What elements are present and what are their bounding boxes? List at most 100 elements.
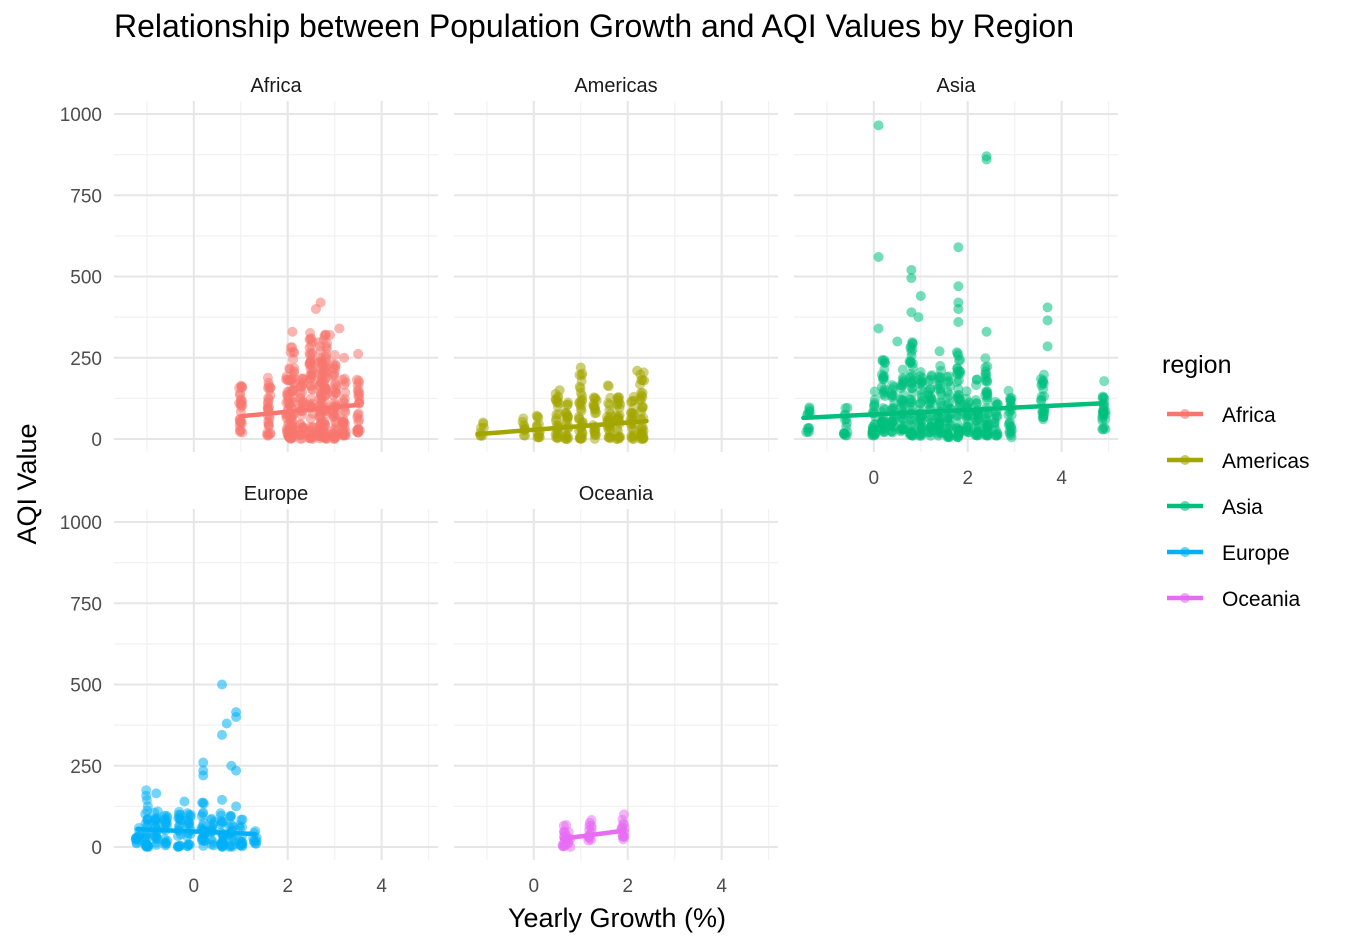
data-point xyxy=(305,381,316,392)
data-point xyxy=(234,426,245,437)
data-point xyxy=(574,413,585,424)
data-point xyxy=(982,386,993,397)
data-point xyxy=(952,377,963,388)
points-africa xyxy=(234,297,365,444)
data-point xyxy=(892,336,903,347)
data-point xyxy=(906,273,917,284)
data-point xyxy=(1038,411,1049,422)
data-point xyxy=(905,414,916,425)
data-point xyxy=(962,399,973,410)
y-tick-label: 500 xyxy=(70,676,102,697)
data-point xyxy=(285,416,296,427)
data-point xyxy=(962,410,973,421)
data-point xyxy=(906,397,917,408)
data-point xyxy=(251,838,262,849)
data-point xyxy=(907,382,918,393)
data-point xyxy=(897,414,908,425)
data-point xyxy=(991,410,1002,421)
data-point xyxy=(1006,421,1017,432)
data-point xyxy=(182,820,193,831)
data-point xyxy=(963,421,974,432)
data-point xyxy=(577,433,588,444)
data-point xyxy=(179,796,190,807)
data-point xyxy=(980,353,991,364)
data-point xyxy=(198,757,209,768)
data-point xyxy=(329,407,340,418)
data-point xyxy=(602,380,613,391)
x-tick-label: 2 xyxy=(622,876,633,897)
data-point xyxy=(173,809,184,820)
y-tick-label: 750 xyxy=(70,186,102,207)
data-point xyxy=(262,398,273,409)
data-point xyxy=(933,428,944,439)
legend-label: Americas xyxy=(1222,450,1310,473)
data-point xyxy=(803,423,814,434)
data-point xyxy=(926,398,937,409)
data-point xyxy=(935,360,946,371)
data-point xyxy=(895,380,906,391)
grid-europe xyxy=(114,509,438,860)
data-point xyxy=(337,425,348,436)
data-point xyxy=(627,433,638,444)
data-point xyxy=(942,430,953,441)
data-point xyxy=(971,398,982,409)
data-point xyxy=(206,839,217,850)
trend-line-asia xyxy=(801,401,1107,421)
legend-label: Oceania xyxy=(1222,588,1301,611)
data-point xyxy=(237,400,248,411)
data-point xyxy=(329,350,340,361)
y-tick-label: 1000 xyxy=(60,513,102,534)
x-axis-title: Yearly Growth (%) xyxy=(508,903,726,933)
data-point xyxy=(576,405,587,416)
data-point xyxy=(982,361,993,372)
data-point xyxy=(934,375,945,386)
data-point xyxy=(576,370,587,381)
data-point xyxy=(562,400,573,411)
facet-label-asia: Asia xyxy=(937,75,977,97)
data-point xyxy=(262,372,273,383)
data-point xyxy=(217,794,227,805)
data-point xyxy=(980,416,991,427)
facet-panel-asia: Asia 0 2 4 xyxy=(794,75,1118,489)
x-tick-label: 4 xyxy=(1056,468,1067,489)
data-point xyxy=(904,372,915,383)
data-point xyxy=(231,765,242,776)
data-point xyxy=(198,797,209,808)
data-point xyxy=(838,429,849,440)
data-point xyxy=(235,417,246,428)
data-point xyxy=(520,430,531,441)
data-point xyxy=(869,394,880,405)
data-point xyxy=(322,338,333,349)
data-point xyxy=(588,399,599,410)
data-point xyxy=(613,392,624,403)
data-point xyxy=(877,416,888,427)
data-point xyxy=(603,425,614,436)
data-point xyxy=(217,679,227,690)
data-point xyxy=(638,432,649,443)
trend-line-africa xyxy=(238,402,361,419)
data-point xyxy=(329,433,340,444)
data-point xyxy=(905,341,916,352)
data-point xyxy=(955,354,966,365)
data-point xyxy=(878,403,889,414)
data-point xyxy=(632,365,643,376)
data-point xyxy=(289,347,300,358)
data-point xyxy=(574,397,585,408)
data-point xyxy=(327,359,338,370)
data-point xyxy=(162,835,173,846)
legend-title: region xyxy=(1162,351,1232,379)
data-point xyxy=(982,375,993,386)
data-point xyxy=(231,712,242,722)
legend-item-africa: Africa xyxy=(1167,404,1276,427)
data-point xyxy=(877,355,888,366)
data-point xyxy=(990,397,1001,408)
y-tick-label: 0 xyxy=(91,838,102,859)
y-tick-label: 0 xyxy=(91,430,102,451)
data-point xyxy=(873,252,884,262)
data-point xyxy=(131,837,142,848)
data-point xyxy=(942,377,953,388)
data-point xyxy=(915,291,926,301)
x-tick-label: 0 xyxy=(189,876,200,897)
data-point xyxy=(952,392,963,403)
